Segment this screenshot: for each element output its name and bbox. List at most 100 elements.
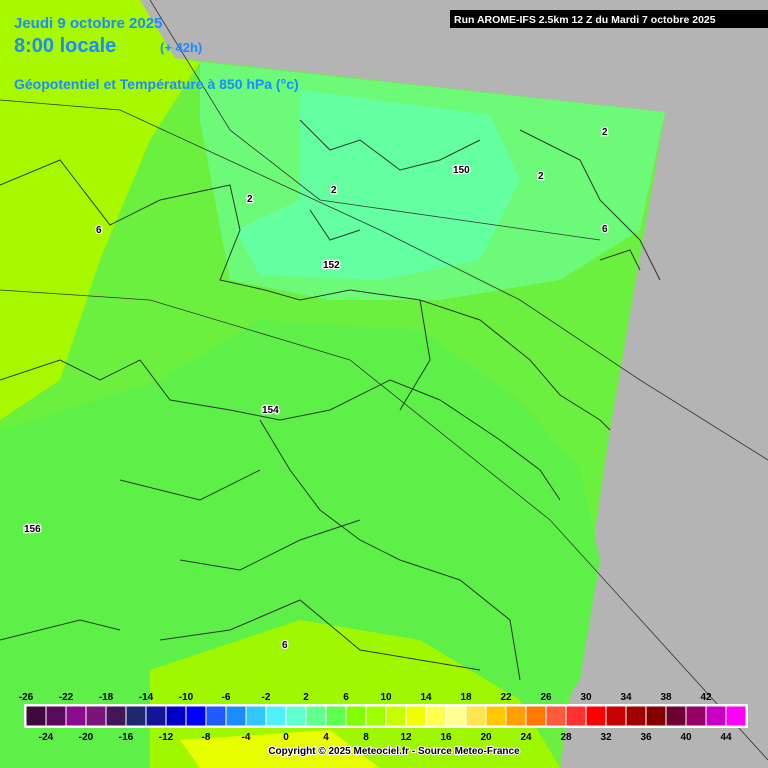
colorbar-label: -2 xyxy=(262,692,271,703)
colorbar-swatch xyxy=(705,705,727,727)
colorbar-label: 24 xyxy=(520,732,532,743)
colorbar-label: -12 xyxy=(159,732,174,743)
colorbar-swatch xyxy=(685,705,707,727)
colorbar-label: 16 xyxy=(440,732,452,743)
colorbar-swatch xyxy=(465,705,487,727)
colorbar-swatch xyxy=(425,705,447,727)
colorbar-swatch xyxy=(85,705,107,727)
colorbar-swatch xyxy=(325,705,347,727)
colorbar: -26 -22 -18 -14 -10 -6 -2 2 6 10 14 18 22 26 30 34 38 42-… xyxy=(19,692,748,743)
contour-label: 2 xyxy=(538,171,544,182)
colorbar-label: 32 xyxy=(600,732,612,743)
colorbar-label: 6 xyxy=(343,692,349,703)
contour-line xyxy=(0,289,768,761)
contour-label: 156 xyxy=(24,524,41,535)
colorbar-swatch xyxy=(125,705,147,727)
contour-label: 152 xyxy=(323,260,340,271)
colorbar-label: 42 xyxy=(700,692,712,703)
colorbar-label: 4 xyxy=(323,732,329,743)
contour-label: 154 xyxy=(262,405,279,416)
copyright: Copyright © 2025 Meteociel.fr - Source M… xyxy=(268,746,520,757)
colorbar-swatch xyxy=(585,705,607,727)
colorbar-label: -24 xyxy=(39,732,54,743)
colorbar-swatch xyxy=(205,705,227,727)
colorbar-swatch xyxy=(445,705,467,727)
colorbar-label: -10 xyxy=(179,692,194,703)
colorbar-swatch xyxy=(245,705,267,727)
colorbar-swatch xyxy=(305,705,327,727)
forecast-time: 8:00 locale xyxy=(14,35,116,57)
colorbar-swatch xyxy=(485,705,507,727)
colorbar-swatch xyxy=(225,705,247,727)
colorbar-label: -4 xyxy=(242,732,251,743)
colorbar-label: 30 xyxy=(580,692,592,703)
colorbar-swatch xyxy=(385,705,407,727)
cold-core xyxy=(235,90,520,280)
colorbar-label: -22 xyxy=(59,692,74,703)
colorbar-swatch xyxy=(185,705,207,727)
colorbar-label: 28 xyxy=(560,732,572,743)
warm-zone xyxy=(0,0,200,420)
colorbar-swatch xyxy=(665,705,687,727)
colorbar-swatch xyxy=(265,705,287,727)
colorbar-swatch xyxy=(405,705,427,727)
colorbar-label: 22 xyxy=(500,692,512,703)
run-box xyxy=(450,10,768,28)
colorbar-swatch xyxy=(285,705,307,727)
colorbar-swatch xyxy=(505,705,527,727)
colorbar-label: -18 xyxy=(99,692,114,703)
colorbar-label: 12 xyxy=(400,732,412,743)
colorbar-swatch xyxy=(365,705,387,727)
colorbar-swatch xyxy=(345,705,367,727)
colorbar-label: 18 xyxy=(460,692,472,703)
alps-warm xyxy=(150,620,560,768)
colorbar-swatch xyxy=(525,705,547,727)
lead-time: (+ 42h) xyxy=(160,40,202,55)
colorbar-label: 2 xyxy=(303,692,309,703)
colorbar-swatch xyxy=(145,705,167,727)
colorbar-swatch xyxy=(645,705,667,727)
field-name: Géopotentiel et Température à 850 hPa (°… xyxy=(14,76,299,92)
colorbar-swatch xyxy=(45,705,67,727)
colorbar-label: -16 xyxy=(119,732,134,743)
colorbar-swatch xyxy=(545,705,567,727)
colorbar-label: 10 xyxy=(380,692,392,703)
colorbar-swatch xyxy=(25,705,47,727)
contour-label: 6 xyxy=(96,225,102,236)
colorbar-label: 0 xyxy=(283,732,289,743)
colorbar-label: 34 xyxy=(620,692,632,703)
colorbar-label: -20 xyxy=(79,732,94,743)
colorbar-label: 44 xyxy=(720,732,732,743)
contour-label: 6 xyxy=(282,640,288,651)
contour-line xyxy=(0,99,768,461)
colorbar-label: 8 xyxy=(363,732,369,743)
colorbar-label: 20 xyxy=(480,732,492,743)
forecast-date: Jeudi 9 octobre 2025 xyxy=(14,15,162,32)
colorbar-label: 36 xyxy=(640,732,652,743)
contour-label: 2 xyxy=(247,194,253,205)
contour-line xyxy=(149,0,601,241)
colorbar-swatch xyxy=(65,705,87,727)
colorbar-swatch xyxy=(565,705,587,727)
contour-label: 6 xyxy=(602,224,608,235)
mid-zone xyxy=(0,320,600,768)
colorbar-label: -14 xyxy=(139,692,154,703)
contour-label: 2 xyxy=(331,185,337,196)
contour-label: 150 xyxy=(453,165,470,176)
contour-label: 2 xyxy=(602,127,608,138)
colorbar-label: -8 xyxy=(202,732,211,743)
run-info: Run AROME-IFS 2.5km 12 Z du Mardi 7 octo… xyxy=(454,14,716,26)
colorbar-label: 40 xyxy=(680,732,692,743)
colorbar-label: -6 xyxy=(222,692,231,703)
borders xyxy=(0,119,661,681)
colorbar-swatch xyxy=(105,705,127,727)
colorbar-swatch xyxy=(605,705,627,727)
colorbar-label: 26 xyxy=(540,692,552,703)
colorbar-label: 38 xyxy=(660,692,672,703)
colorbar-swatch xyxy=(625,705,647,727)
colorbar-label: 14 xyxy=(420,692,432,703)
alps-warmest xyxy=(180,730,380,768)
colorbar-label: -26 xyxy=(19,692,34,703)
colorbar-swatch xyxy=(725,705,747,727)
